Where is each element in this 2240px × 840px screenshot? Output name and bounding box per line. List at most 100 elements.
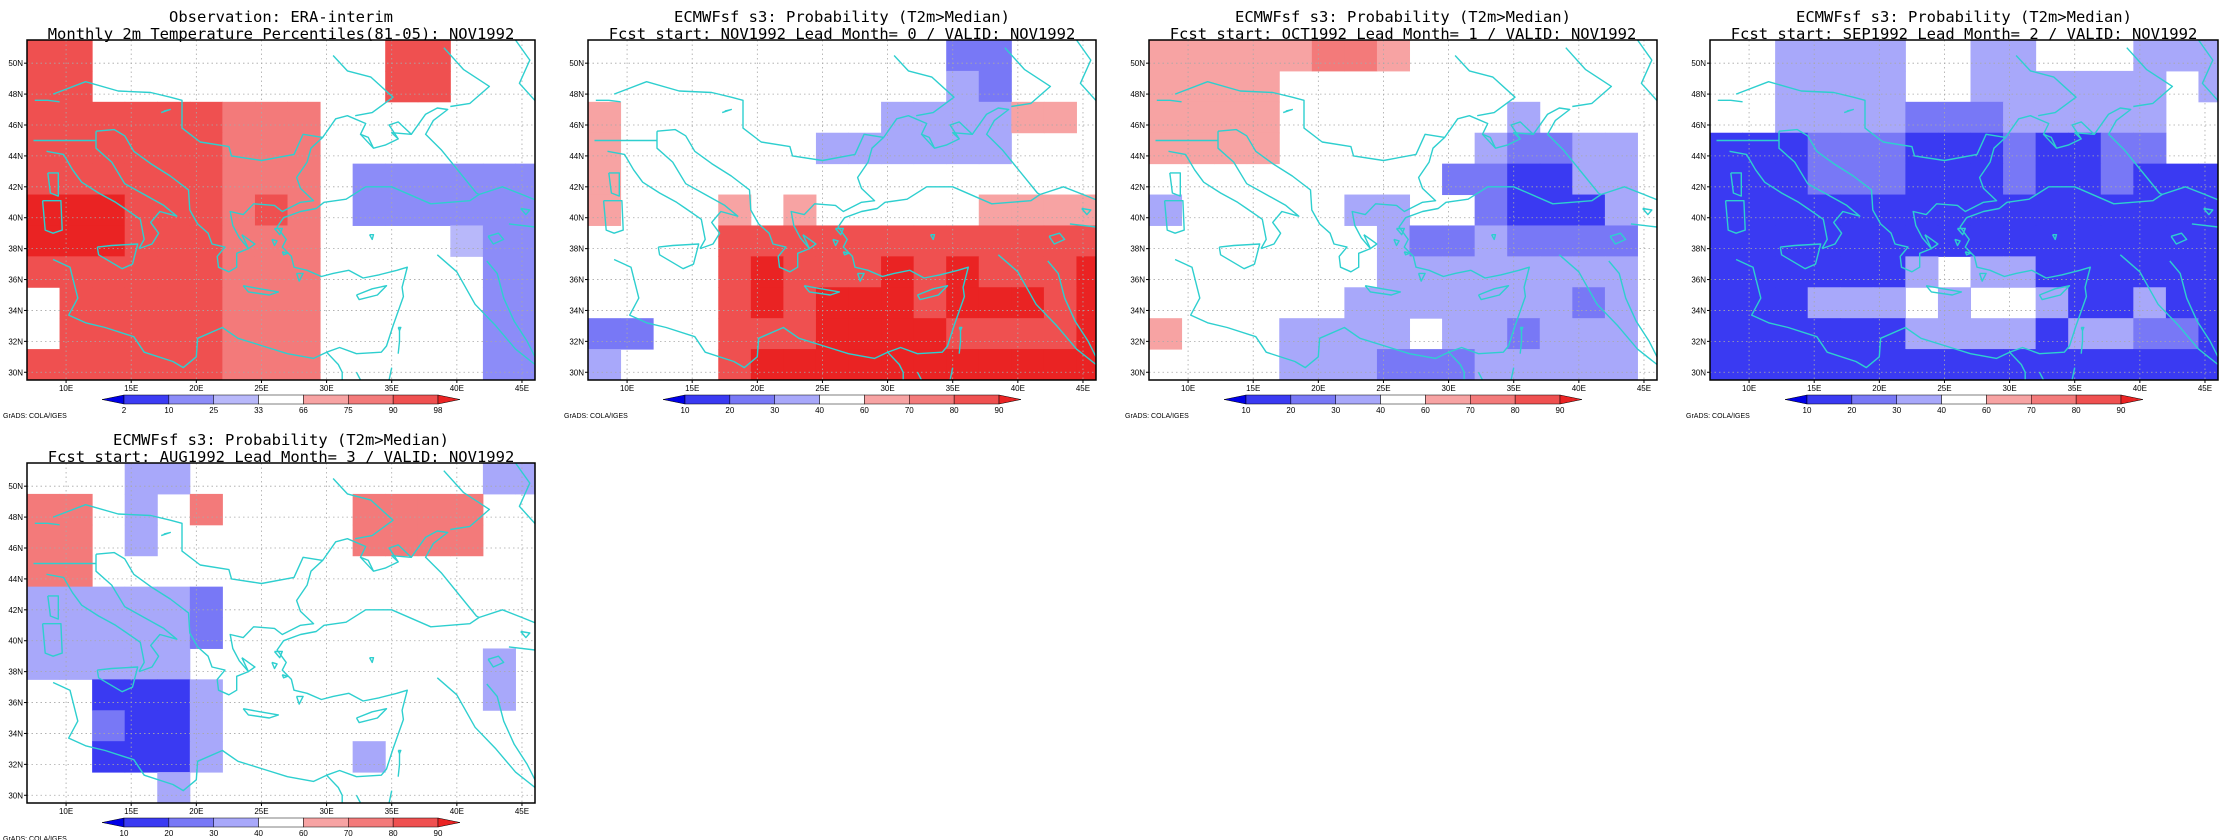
colorbar-label: 30	[1331, 406, 1340, 415]
grid-cell	[1279, 318, 1313, 350]
coastline	[1163, 199, 1185, 234]
colorbar-label: 90	[1556, 406, 1565, 415]
grid-cell	[124, 679, 158, 711]
grads-credit: GrADS: COLA/IGES	[3, 836, 67, 840]
grid-cell	[157, 648, 191, 680]
colorbar-label: 30	[770, 406, 779, 415]
grid-cell	[1507, 225, 1541, 257]
grid-cell	[1409, 349, 1443, 380]
coastline	[893, 55, 955, 117]
grid-cell	[881, 101, 915, 134]
grid-cell	[482, 463, 516, 495]
grid-cell	[1474, 132, 1508, 165]
lon-tick-label: 10E	[59, 384, 73, 393]
coastline	[388, 121, 412, 140]
panel-title-line1: ECMWFsf s3: Probability (T2m>Median)	[1235, 8, 1571, 26]
lat-tick-label: 34N	[1691, 306, 1706, 315]
lat-tick-label: 32N	[1130, 337, 1145, 346]
grid-cell	[1539, 132, 1573, 165]
grid-cell	[450, 225, 484, 257]
lon-tick-label: 30E	[1441, 384, 1455, 393]
coastline	[1779, 243, 1822, 270]
grid-cell	[287, 132, 321, 165]
grid-cell	[815, 132, 850, 165]
map-area	[588, 40, 1096, 380]
coastline	[1454, 55, 1516, 117]
coastline	[46, 150, 145, 249]
grid-cell	[92, 101, 126, 134]
grid-cell	[1076, 194, 1096, 226]
grid-cell	[1872, 70, 1906, 103]
grid-cell	[1905, 101, 1939, 134]
colorbar-segment	[819, 394, 865, 405]
grid-cell	[1775, 318, 1809, 350]
map-area	[27, 463, 535, 803]
grid-cell	[189, 225, 223, 257]
panel-title-line2: Monthly 2m Temperature Percentiles(81-05…	[48, 25, 515, 43]
lat-tick-label: 48N	[8, 90, 23, 99]
grid-cell	[157, 256, 191, 288]
coastline	[1510, 367, 1515, 380]
grid-cell	[1181, 132, 1215, 165]
coastline	[842, 251, 850, 256]
grid-cell	[946, 101, 980, 134]
coastline	[2015, 55, 2077, 117]
grid-cell	[946, 132, 980, 165]
grid-cell	[1572, 163, 1606, 196]
coastline	[1156, 99, 1182, 103]
coastline	[721, 108, 732, 114]
coastline	[47, 172, 59, 197]
grid-cell	[515, 318, 535, 350]
lon-tick-label: 30E	[319, 807, 333, 816]
colorbar-segment	[168, 817, 214, 828]
grid-cell	[450, 524, 484, 557]
lon-tick-label: 40E	[1572, 384, 1586, 393]
lon-tick-label: 15E	[124, 384, 138, 393]
grid-cell	[2003, 318, 2037, 350]
grid-cell	[1807, 101, 1841, 134]
grid-cell	[1539, 349, 1573, 380]
coastline	[355, 708, 388, 724]
grid-cell	[2068, 70, 2102, 103]
grid-cell	[1937, 163, 1972, 196]
grid-cell	[27, 40, 61, 72]
lon-tick-label: 35E	[946, 384, 960, 393]
grid-cell	[1149, 132, 1183, 165]
grid-cell	[1474, 163, 1508, 196]
lat-tick-label: 36N	[8, 276, 23, 285]
grid-cell	[815, 287, 850, 319]
grid-cell	[1807, 256, 1841, 288]
grid-cell	[1507, 101, 1541, 134]
grid-cell	[59, 648, 93, 680]
coastline	[1735, 80, 2006, 162]
grid-cell	[1905, 163, 1939, 196]
grid-cell	[718, 349, 752, 380]
grid-cell	[92, 617, 126, 649]
colorbar-segment	[168, 394, 214, 405]
grid-cell	[189, 710, 223, 742]
coastline	[443, 47, 491, 108]
colorbar-segment	[1986, 394, 2032, 405]
colorbar-segment	[258, 817, 304, 828]
grid-cell	[385, 194, 419, 226]
coastline	[487, 655, 505, 668]
grid-cell	[2003, 101, 2037, 134]
colorbar-label: 20	[164, 829, 173, 838]
grid-cell	[1076, 349, 1096, 380]
colorbar-segment	[1290, 394, 1336, 405]
lat-tick-label: 44N	[569, 152, 584, 161]
coastline	[1510, 121, 1534, 140]
lon-tick-label: 20E	[189, 384, 203, 393]
colorbar-label: 40	[815, 406, 824, 415]
coastline	[1081, 207, 1092, 216]
lon-tick-label: 25E	[254, 807, 268, 816]
grid-cell	[2100, 256, 2134, 288]
coastline	[2170, 232, 2188, 245]
grid-cell	[1344, 318, 1378, 350]
coastline	[1656, 155, 1657, 157]
lat-tick-label: 30N	[1691, 368, 1706, 377]
colorbar-segment	[303, 394, 349, 405]
colorbar-segment	[123, 817, 170, 828]
lon-tick-label: 30E	[2002, 384, 2016, 393]
grid-cell	[1742, 225, 1776, 257]
